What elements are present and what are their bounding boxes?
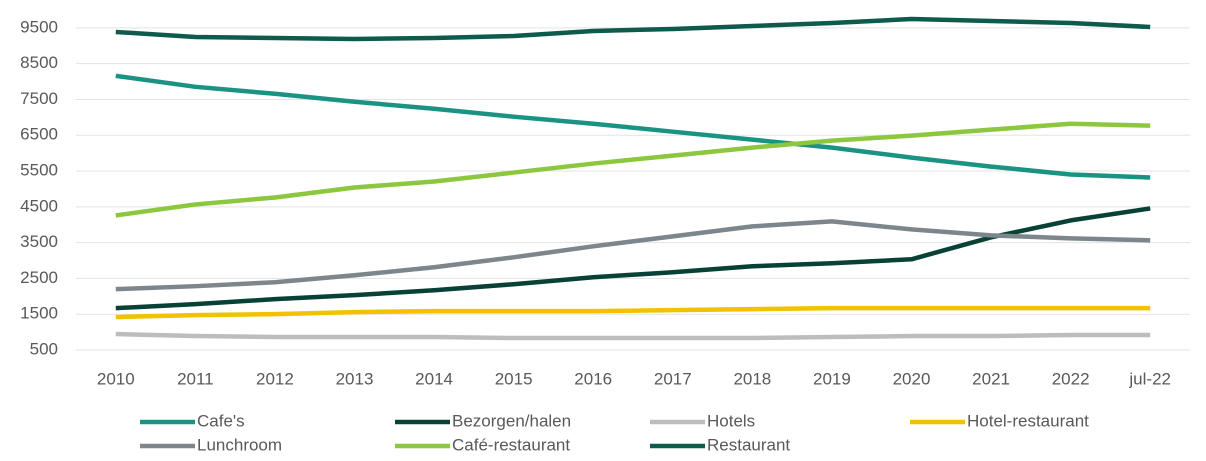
- x-tick-label: 2019: [813, 369, 851, 388]
- line: [115, 305, 1151, 320]
- x-tick-label: 2010: [97, 369, 135, 388]
- y-tick-label: 5500: [20, 161, 58, 180]
- x-tick-label: 2020: [893, 369, 931, 388]
- x-tick-label: jul-22: [1128, 369, 1171, 388]
- line: [115, 206, 1151, 311]
- line: [115, 331, 1151, 341]
- x-tick-label: 2011: [177, 369, 214, 388]
- y-tick-label: 6500: [20, 125, 58, 144]
- x-tick-label: 2018: [733, 369, 771, 388]
- legend-label: Café-restaurant: [452, 435, 570, 454]
- x-tick-label: 2014: [415, 369, 453, 388]
- x-tick-label: 2012: [256, 369, 294, 388]
- x-tick-label: 2015: [495, 369, 533, 388]
- line: [115, 73, 1151, 180]
- legend-label: Cafe's: [197, 411, 245, 430]
- y-tick-label: 4500: [20, 196, 58, 215]
- x-tick-label: 2021: [972, 369, 1010, 388]
- y-tick-label: 1500: [20, 304, 58, 323]
- y-tick-label: 9500: [20, 17, 58, 36]
- y-tick-label: 3500: [20, 232, 58, 251]
- line: [115, 219, 1151, 292]
- legend-label: Lunchroom: [197, 435, 282, 454]
- x-tick-label: 2013: [336, 369, 374, 388]
- y-tick-label: 7500: [20, 89, 58, 108]
- x-tick-label: 2016: [574, 369, 612, 388]
- line: [115, 16, 1151, 42]
- y-tick-label: 2500: [20, 268, 58, 287]
- x-tick-label: 2017: [654, 369, 692, 388]
- y-tick-label: 8500: [20, 53, 58, 72]
- legend-label: Hotel-restaurant: [967, 411, 1089, 430]
- legend-label: Hotels: [707, 411, 755, 430]
- legend-label: Restaurant: [707, 435, 790, 454]
- line: [115, 121, 1151, 218]
- x-tick-label: 2022: [1052, 369, 1090, 388]
- legend-label: Bezorgen/halen: [452, 411, 571, 430]
- y-tick-label: 500: [30, 339, 58, 358]
